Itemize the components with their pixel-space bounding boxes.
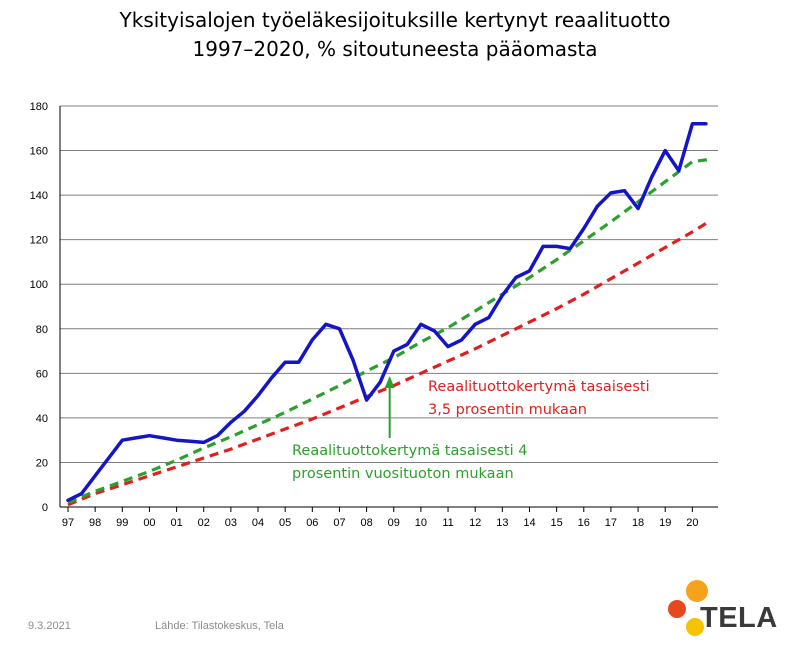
x-tick-label: 97: [62, 517, 74, 529]
y-tick-label: 80: [36, 324, 48, 336]
chart-title-line-2: 1997–2020, % sitoutuneesta pääomasta: [192, 37, 598, 61]
annotation-text: prosentin vuosituoton mukaan: [292, 466, 514, 482]
x-tick-label: 15: [551, 517, 563, 529]
x-tick-label: 98: [89, 517, 101, 529]
chart-title: Yksityisalojen työeläkesijoituksille ker…: [0, 6, 790, 64]
footer-source: Lähde: Tilastokeskus, Tela: [155, 620, 284, 632]
annotation-arrow-head: [384, 376, 395, 388]
y-tick-label: 180: [30, 101, 48, 113]
x-tick-label: 10: [415, 517, 427, 529]
logo-dot-yellow: [686, 618, 704, 636]
x-tick-label: 11: [442, 517, 453, 529]
annotation-text: 3,5 prosentin mukaan: [428, 402, 587, 418]
logo-dot-red: [668, 600, 686, 618]
y-tick-label: 140: [30, 190, 48, 202]
x-tick-label: 18: [632, 517, 644, 529]
x-tick-label: 02: [198, 517, 210, 529]
x-tick-label: 07: [333, 517, 345, 529]
x-tick-label: 12: [469, 517, 481, 529]
logo-dot-orange: [686, 580, 708, 602]
x-tick-label: 13: [496, 517, 508, 529]
x-tick-label: 99: [116, 517, 128, 529]
logo-text: TELA: [700, 602, 778, 634]
annotation-text: Reaalituottokertymä tasaisesti: [428, 379, 650, 395]
x-tick-label: 20: [686, 517, 698, 529]
x-tick-label: 04: [252, 517, 264, 529]
tela-logo: TELA: [664, 580, 780, 640]
y-tick-label: 100: [30, 279, 48, 291]
y-tick-label: 160: [30, 146, 48, 158]
chart-title-line-1: Yksityisalojen työeläkesijoituksille ker…: [119, 8, 671, 32]
x-tick-label: 06: [306, 517, 318, 529]
x-tick-label: 03: [225, 517, 237, 529]
x-tick-label: 01: [170, 517, 182, 529]
x-tick-label: 16: [578, 517, 590, 529]
y-tick-label: 120: [30, 235, 48, 247]
y-tick-label: 0: [42, 502, 48, 514]
x-tick-label: 05: [279, 517, 291, 529]
y-tick-label: 60: [36, 368, 48, 380]
y-tick-label: 20: [36, 457, 48, 469]
x-tick-label: 17: [605, 517, 617, 529]
x-tick-label: 08: [360, 517, 372, 529]
x-tick-label: 09: [388, 517, 400, 529]
x-tick-label: 19: [659, 517, 671, 529]
series-blue-line: [66, 122, 708, 503]
x-tick-label: 14: [523, 517, 535, 529]
annotation-text: Reaalituottokertymä tasaisesti 4: [292, 443, 527, 459]
footer-date: 9.3.2021: [28, 620, 71, 632]
series-red-dashed: [67, 220, 710, 507]
x-tick-label: 00: [143, 517, 155, 529]
y-tick-label: 40: [36, 413, 48, 425]
